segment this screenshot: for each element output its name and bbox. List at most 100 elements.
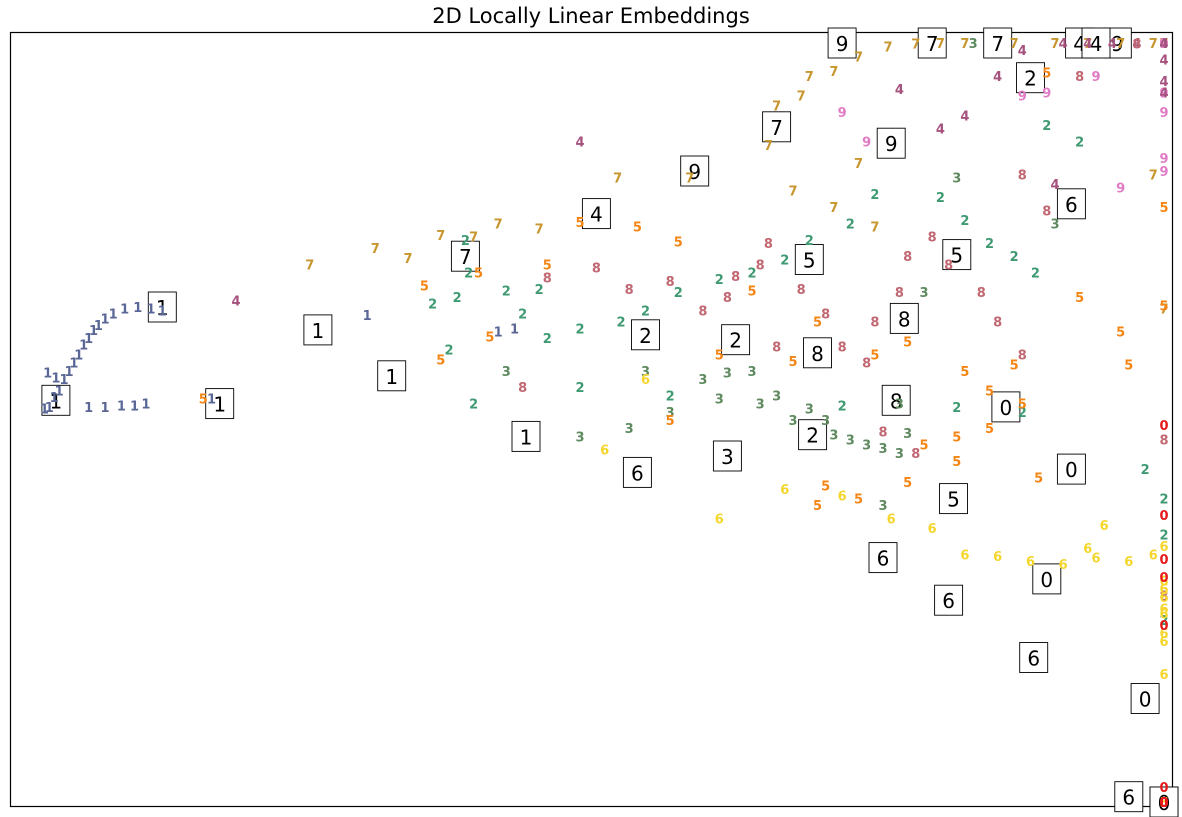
data-point-digit-6: 6 <box>1100 519 1109 534</box>
data-point-digit-8: 8 <box>666 275 675 290</box>
digit-thumbnail: 6 <box>622 456 652 488</box>
thumbnail-frame <box>1032 563 1062 595</box>
data-point-digit-0: 0 <box>1159 619 1168 634</box>
data-point-digit-7: 7 <box>1116 37 1125 52</box>
data-point-digit-4: 4 <box>1050 178 1059 193</box>
digit-thumbnail: 8 <box>889 302 919 334</box>
data-point-digit-7: 7 <box>854 50 863 65</box>
data-point-digit-6: 6 <box>1159 796 1168 811</box>
digit-thumbnail: 0 <box>1032 563 1062 595</box>
data-point-digit-1: 1 <box>55 385 64 400</box>
thumbnail-frame <box>622 456 652 488</box>
data-point-digit-7: 7 <box>911 37 920 52</box>
data-point-digit-2: 2 <box>1159 529 1168 544</box>
thumbnail-digit: 1 <box>312 319 325 343</box>
data-point-digit-3: 3 <box>805 403 814 418</box>
thumbnail-frame <box>721 324 751 356</box>
thumbnail-digit: 6 <box>1065 193 1078 217</box>
data-point-digit-0: 0 <box>1159 796 1168 811</box>
thumbnail-digit: 1 <box>385 365 398 389</box>
chart-title: 2D Locally Linear Embeddings <box>432 4 750 28</box>
data-point-digit-0: 0 <box>1159 419 1168 434</box>
data-point-digit-6: 6 <box>1159 607 1168 622</box>
digit-thumbnail: 9 <box>827 27 857 59</box>
thumbnail-digit: 5 <box>947 488 960 512</box>
data-point-digit-5: 5 <box>1018 398 1027 413</box>
data-point-digit-3: 3 <box>919 286 928 301</box>
thumbnail-frame <box>581 198 611 230</box>
data-point-digit-1: 1 <box>50 391 59 406</box>
data-point-digit-3: 3 <box>821 414 830 429</box>
data-point-digit-1: 1 <box>109 308 118 323</box>
data-point-digit-9: 9 <box>1159 86 1168 101</box>
thumbnail-digit: 4 <box>1090 32 1103 56</box>
digit-thumbnail: 0 <box>1149 786 1179 817</box>
digit-thumbnail: 0 <box>1130 683 1160 714</box>
data-point-digit-6: 6 <box>1159 668 1168 683</box>
data-point-digit-7: 7 <box>371 242 380 257</box>
data-point-digit-5: 5 <box>1042 67 1051 82</box>
data-point-digit-1: 1 <box>59 373 68 388</box>
digit-thumbnail: 1 <box>303 314 333 346</box>
data-point-digit-5: 5 <box>747 285 756 300</box>
data-point-digit-5: 5 <box>870 349 879 364</box>
data-point-digit-1: 1 <box>130 399 139 414</box>
data-point-digit-8: 8 <box>977 286 986 301</box>
thumbnail-digit: 2 <box>1024 67 1037 91</box>
data-point-digit-7: 7 <box>829 201 838 216</box>
data-point-digit-4: 4 <box>231 294 240 309</box>
data-point-digit-9: 9 <box>1159 37 1168 52</box>
thumbnail-frame <box>41 384 71 416</box>
data-point-digit-8: 8 <box>1018 168 1027 183</box>
data-point-digit-2: 2 <box>641 304 650 319</box>
data-point-digit-1: 1 <box>84 332 93 347</box>
data-point-digit-8: 8 <box>698 304 707 319</box>
data-point-digit-3: 3 <box>862 439 871 454</box>
data-point-digit-1: 1 <box>120 303 129 318</box>
thumbnail-frame <box>794 244 824 275</box>
digit-thumbnail: 0 <box>1056 453 1086 485</box>
data-point-digit-5: 5 <box>985 385 994 400</box>
data-point-digit-5: 5 <box>715 349 724 364</box>
data-point-digit-5: 5 <box>903 476 912 491</box>
thumbnail-frame <box>1130 683 1160 714</box>
thumbnail-frame <box>1149 786 1179 817</box>
thumbnail-digit: 0 <box>1065 458 1078 482</box>
data-point-digit-6: 6 <box>960 548 969 563</box>
data-point-digit-4: 4 <box>895 83 904 98</box>
data-point-digit-8: 8 <box>518 381 527 396</box>
thumbnail-frame <box>511 420 541 452</box>
thumbnail-frame <box>762 111 792 143</box>
data-point-digit-6: 6 <box>1159 591 1168 606</box>
data-point-digit-1: 1 <box>69 357 78 372</box>
data-point-digit-4: 4 <box>1159 37 1168 52</box>
thumbnail-digit: 9 <box>885 132 898 156</box>
thumbnail-digit: 7 <box>991 32 1004 56</box>
digit-thumbnail: 6 <box>1056 188 1086 220</box>
data-point-digit-6: 6 <box>1159 540 1168 555</box>
data-point-digit-6: 6 <box>641 373 650 388</box>
data-point-digit-1: 1 <box>207 393 216 408</box>
data-point-digit-2: 2 <box>1042 119 1051 134</box>
data-point-digit-7: 7 <box>1083 37 1092 52</box>
data-point-digit-4: 4 <box>1083 37 1092 52</box>
thumbnail-digit: 9 <box>836 32 849 56</box>
data-point-digit-9: 9 <box>1159 37 1168 52</box>
data-point-digit-0: 0 <box>1159 796 1168 811</box>
data-point-digit-4: 4 <box>1059 37 1068 52</box>
data-point-digit-4: 4 <box>1108 37 1117 52</box>
data-point-digit-8: 8 <box>821 308 830 323</box>
thumbnail-digit: 1 <box>50 389 63 413</box>
data-point-digit-2: 2 <box>1159 614 1168 629</box>
data-point-digit-5: 5 <box>960 365 969 380</box>
data-point-digit-5: 5 <box>813 499 822 514</box>
data-point-digit-1: 1 <box>43 367 52 382</box>
data-point-digit-5: 5 <box>1159 299 1168 314</box>
data-point-digit-6: 6 <box>1159 583 1168 598</box>
data-point-digit-2: 2 <box>715 273 724 288</box>
data-point-digit-2: 2 <box>1159 493 1168 508</box>
data-point-digit-2: 2 <box>444 344 453 359</box>
digit-thumbnail: 8 <box>803 337 832 369</box>
digit-thumbnail: 1 <box>41 384 71 416</box>
